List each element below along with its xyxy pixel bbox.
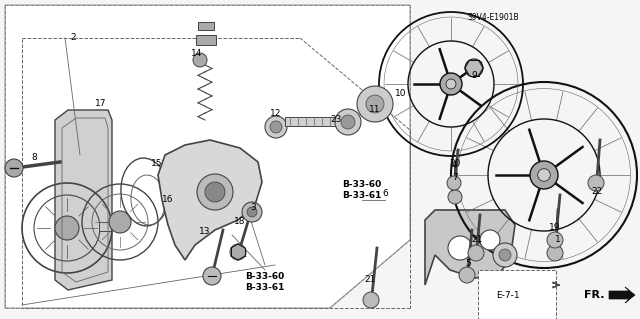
Circle shape [448,190,462,204]
Circle shape [205,182,225,202]
Text: 6: 6 [382,189,388,197]
Circle shape [230,244,246,260]
Circle shape [341,115,355,129]
Circle shape [193,53,207,67]
Bar [198,22,214,30]
Text: S9V4-E1901B: S9V4-E1901B [467,13,519,23]
Text: 11: 11 [369,106,381,115]
Circle shape [357,86,393,122]
Circle shape [447,176,461,190]
Circle shape [459,267,475,283]
Bar [196,35,216,45]
Polygon shape [552,281,560,287]
Polygon shape [609,287,635,303]
Text: 9: 9 [471,71,477,80]
Bar [285,117,340,126]
Text: 16: 16 [163,196,173,204]
Text: 15: 15 [151,160,163,168]
Circle shape [55,216,79,240]
Circle shape [499,249,511,261]
Text: 23: 23 [330,115,342,123]
Text: 13: 13 [199,227,211,236]
Circle shape [203,267,221,285]
Circle shape [242,202,262,222]
Text: FR.: FR. [584,290,604,300]
Polygon shape [425,210,515,285]
Circle shape [5,159,23,177]
Text: 14: 14 [191,49,203,58]
Text: 2: 2 [70,33,76,42]
Text: 19: 19 [549,224,561,233]
Polygon shape [5,5,410,308]
Circle shape [265,116,287,138]
Text: B-33-60
B-33-61: B-33-60 B-33-61 [245,272,285,292]
Text: 17: 17 [95,100,107,108]
Bar [478,270,556,319]
Circle shape [480,230,500,250]
Text: 10: 10 [396,90,407,99]
Circle shape [493,243,517,267]
Text: 5: 5 [465,259,471,269]
Circle shape [270,121,282,133]
Polygon shape [158,140,262,260]
Circle shape [109,211,131,233]
Text: 4: 4 [451,161,457,170]
Bar [99,222,111,231]
Text: 8: 8 [31,152,37,161]
Circle shape [547,245,563,261]
Text: 21: 21 [364,276,376,285]
Circle shape [446,79,456,89]
Text: 12: 12 [270,108,282,117]
Circle shape [538,169,550,181]
Circle shape [247,207,257,217]
Text: 20: 20 [449,159,461,167]
Text: 18: 18 [234,218,246,226]
Text: 21: 21 [471,235,483,244]
Circle shape [197,174,233,210]
Circle shape [530,161,558,189]
Text: 7: 7 [452,174,458,182]
Circle shape [363,292,379,308]
Text: B-33-60
B-33-61: B-33-60 B-33-61 [342,180,381,200]
Circle shape [547,232,563,248]
Text: 22: 22 [591,188,603,197]
Circle shape [440,73,462,95]
Circle shape [366,95,384,113]
Text: 3: 3 [250,204,256,212]
Circle shape [335,109,361,135]
Text: E-7-1: E-7-1 [496,291,520,300]
Circle shape [588,175,604,191]
Circle shape [448,236,472,260]
Polygon shape [55,110,112,290]
Circle shape [465,59,483,77]
Text: 1: 1 [555,235,561,244]
Circle shape [468,245,484,261]
